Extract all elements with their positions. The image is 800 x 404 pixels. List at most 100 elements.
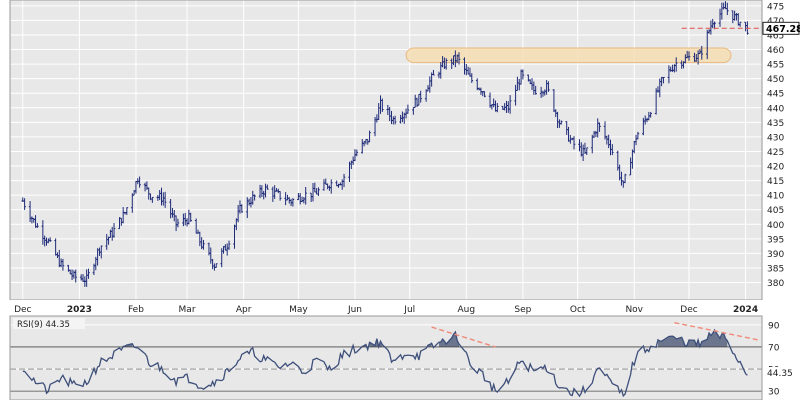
price-axis: 380 385 390 395 400 405 410 415 420 425 430 435 440 4… [767, 2, 784, 289]
rsi-legend-label: RSI(9) 44.35 [17, 320, 70, 330]
price-bar [406, 104, 410, 114]
price-tick-label: 455 [767, 61, 784, 71]
price-bar [700, 45, 704, 60]
price-bar [266, 184, 269, 190]
price-bar [214, 263, 218, 268]
last-price-label: 467.28 [766, 24, 800, 35]
time-tick-label: May [289, 305, 308, 315]
price-tick-label: 410 [767, 192, 784, 202]
rsi-divergence-line [431, 326, 496, 348]
price-bar [112, 223, 116, 238]
rsi-tick-label: 30 [768, 388, 780, 398]
price-bar [74, 269, 78, 283]
price-tick-label: 430 [767, 133, 784, 143]
price-bar [496, 103, 499, 113]
price-bar [227, 240, 231, 250]
price-bar [662, 76, 665, 84]
price-bar [572, 136, 576, 150]
price-bar [99, 245, 103, 259]
rsi-overbought-area [438, 332, 460, 347]
price-tick-label: 465 [767, 31, 784, 41]
price-tick-label: 445 [767, 90, 784, 100]
price-bar [304, 186, 307, 205]
price-bar [444, 58, 448, 70]
price-tick-label: 420 [767, 163, 784, 173]
price-tick-label: 385 [767, 264, 784, 274]
time-tick-label: 2023 [67, 305, 92, 315]
price-bar [355, 149, 359, 157]
price-bar [125, 207, 129, 215]
price-bar [419, 90, 422, 103]
price-bar [368, 130, 371, 143]
price-bar [163, 191, 167, 208]
rsi-legend-background [13, 318, 85, 329]
price-bar [61, 258, 65, 271]
time-tick-label: Jul [403, 305, 415, 315]
price-bar [176, 218, 180, 228]
price-bar [674, 57, 678, 72]
time-tick-label: Jun [347, 305, 362, 315]
price-bar [585, 147, 589, 155]
rsi-value-box [764, 367, 798, 379]
price-bar [87, 268, 90, 279]
rsi-legend: RSI(9) 44.35 [13, 318, 85, 330]
time-tick-label: Feb [128, 305, 144, 315]
price-bar [508, 95, 512, 114]
price-bar [381, 98, 384, 112]
rsi-tick-label: 90 [768, 321, 780, 331]
price-bar [726, 2, 729, 16]
rsi-line [22, 328, 748, 398]
time-tick-label: Aug [458, 305, 476, 315]
last-price-box [762, 21, 800, 35]
price-bar [470, 73, 474, 84]
price-bar [534, 85, 537, 95]
price-bar [687, 51, 691, 61]
divergence-lines [431, 321, 761, 348]
rsi-axis: 30507090 [768, 321, 780, 397]
price-bar [342, 173, 346, 188]
price-tick-label: 415 [767, 177, 784, 187]
rsi-divergence-line [674, 321, 761, 342]
price-bar [649, 112, 652, 118]
price-tick-label: 460 [767, 46, 784, 56]
price-bar [317, 187, 320, 196]
price-bar [23, 198, 26, 210]
price-bar [138, 176, 141, 188]
price-gridlines [10, 5, 762, 284]
price-panel-background [10, 0, 762, 300]
resistance-zone [405, 47, 732, 64]
price-bar [623, 173, 627, 184]
price-bar [240, 204, 244, 213]
rsi-value-tag: 44.35 [764, 367, 798, 379]
price-bar [636, 131, 640, 140]
rsi-overbought-area [657, 329, 728, 347]
time-tick-label: Oct [570, 305, 586, 315]
price-tick-label: 390 [767, 250, 784, 260]
time-tick-label: Dec [680, 305, 697, 315]
last-price-tag: 467.28 [762, 21, 800, 35]
time-tick-label: Mar [179, 305, 196, 315]
price-bar [393, 115, 397, 125]
price-panel: 380 385 390 395 400 405 410 415 420 425 430 435 440 4… [9, 0, 800, 400]
rsi-value-label: 44.35 [767, 369, 793, 379]
price-bar [432, 69, 435, 76]
price-bar [151, 196, 154, 203]
rsi-panel: 30507090 RSI(9) 44.35 44.35 [9, 315, 798, 401]
price-bar [329, 179, 333, 194]
price-tick-label: 450 [767, 75, 784, 85]
price-bar [189, 212, 192, 222]
rsi-panel-background [10, 316, 762, 400]
price-bar [278, 191, 282, 201]
price-tick-label: 395 [767, 235, 784, 245]
price-bar [547, 81, 550, 92]
time-tick-label: Nov [625, 305, 643, 315]
price-bar [611, 144, 614, 156]
time-tick-label: Apr [236, 305, 252, 315]
price-tick-label: 400 [767, 221, 784, 231]
price-bar [291, 198, 295, 207]
time-tick-label: Dec [14, 305, 31, 315]
time-tick-label: Sep [514, 305, 531, 315]
time-axis-band [0, 300, 800, 316]
